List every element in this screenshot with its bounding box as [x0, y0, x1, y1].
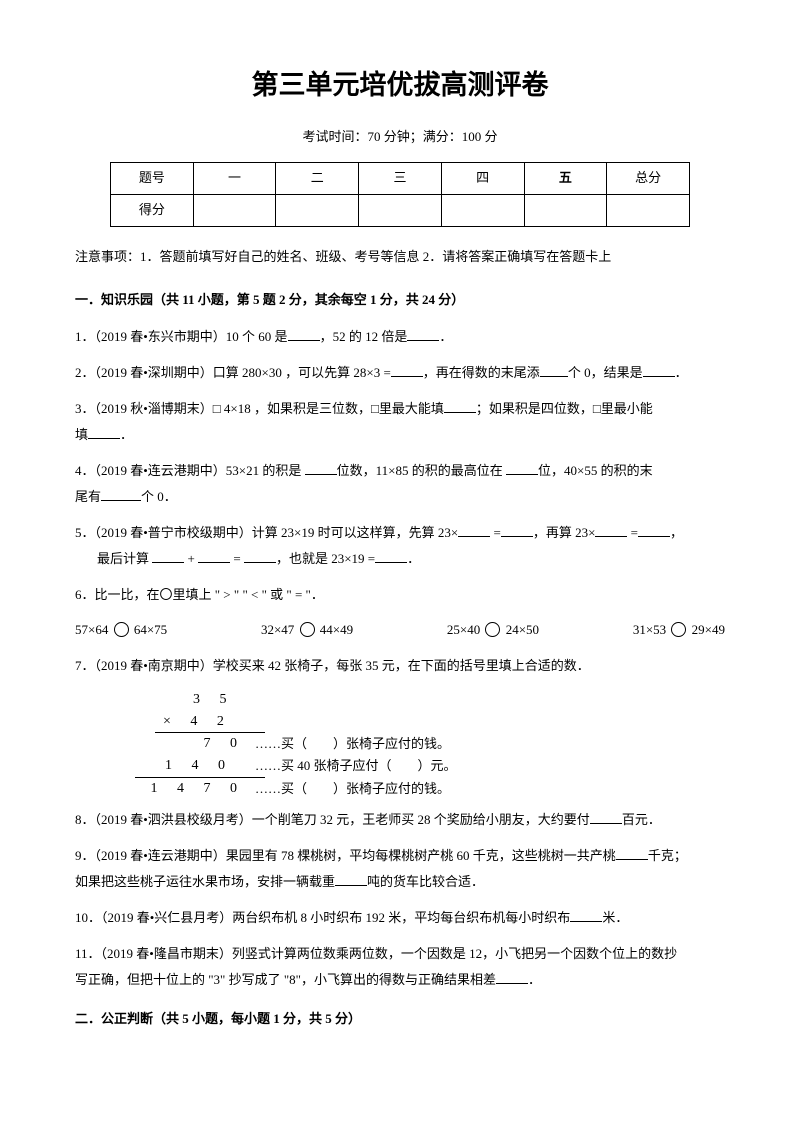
score-cell: [441, 194, 524, 226]
question-1: 1．（2019 春•东兴市期中）10 个 60 是，52 的 12 倍是．: [75, 324, 725, 350]
score-cell: [193, 194, 276, 226]
table-header-row: 题号 一 二 三 四 五 总分: [111, 162, 690, 194]
question-2: 2．（2019 春•深圳期中）口算 280×30 ，可以先算 28×3 =，再在…: [75, 360, 725, 386]
question-6: 6．比一比，在〇里填上 " > " " < " 或 " = "．: [75, 582, 725, 608]
question-7: 7．（2019 春•南京期中）学校买来 42 张椅子，每张 35 元，在下面的括…: [75, 653, 725, 679]
score-label: 得分: [111, 194, 194, 226]
col-1: 一: [193, 162, 276, 194]
score-cell: [276, 194, 359, 226]
question-10: 10．（2019 春•兴仁县月考）两台织布机 8 小时织布 192 米，平均每台…: [75, 905, 725, 931]
question-11: 11．（2019 春•隆昌市期末）列竖式计算两位数乘两位数，一个因数是 12，小…: [75, 941, 725, 993]
score-cell: [607, 194, 690, 226]
compare-row: 57×64 64×75 32×47 44×49 25×40 24×50 31×5…: [75, 618, 725, 643]
circle-icon: [671, 622, 686, 637]
page-title: 第三单元培优拔高测评卷: [75, 60, 725, 111]
table-score-row: 得分: [111, 194, 690, 226]
question-4: 4．（2019 春•连云港期中）53×21 的积是 位数，11×85 的积的最高…: [75, 458, 725, 510]
col-3: 三: [359, 162, 442, 194]
exam-info: 考试时间：70 分钟；满分：100 分: [75, 125, 725, 150]
circle-icon: [114, 622, 129, 637]
score-table: 题号 一 二 三 四 五 总分 得分: [110, 162, 690, 227]
question-5: 5．（2019 春•普宁市校级期中）计算 23×19 时可以这样算，先算 23×…: [75, 520, 725, 572]
section1-head: 一．知识乐园（共 11 小题，第 5 题 2 分，其余每空 1 分，共 24 分…: [75, 288, 725, 313]
circle-icon: [300, 622, 315, 637]
score-cell: [359, 194, 442, 226]
score-cell: [524, 194, 607, 226]
section2-head: 二．公正判断（共 5 小题，每小题 1 分，共 5 分）: [75, 1007, 725, 1032]
notice-text: 注意事项：1．答题前填写好自己的姓名、班级、考号等信息 2．请将答案正确填写在答…: [75, 245, 725, 270]
question-8: 8．（2019 春•泗洪县校级月考）一个削笔刀 32 元，王老师买 28 个奖励…: [75, 807, 725, 833]
col-total: 总分: [607, 162, 690, 194]
col-4: 四: [441, 162, 524, 194]
question-3: 3．（2019 秋•淄博期末）□ 4×18 ，如果积是三位数，□里最大能填；如果…: [75, 396, 725, 448]
question-9: 9．（2019 春•连云港期中）果园里有 78 棵桃树，平均每棵桃树产桃 60 …: [75, 843, 725, 895]
col-5: 五: [524, 162, 607, 194]
circle-icon: [485, 622, 500, 637]
vertical-calculation: 3 5 × 4 2 7 0 ……买（ ）张椅子应付的钱。 1 4 0 ……买 4…: [135, 689, 725, 799]
col-2: 二: [276, 162, 359, 194]
col-label: 题号: [111, 162, 194, 194]
